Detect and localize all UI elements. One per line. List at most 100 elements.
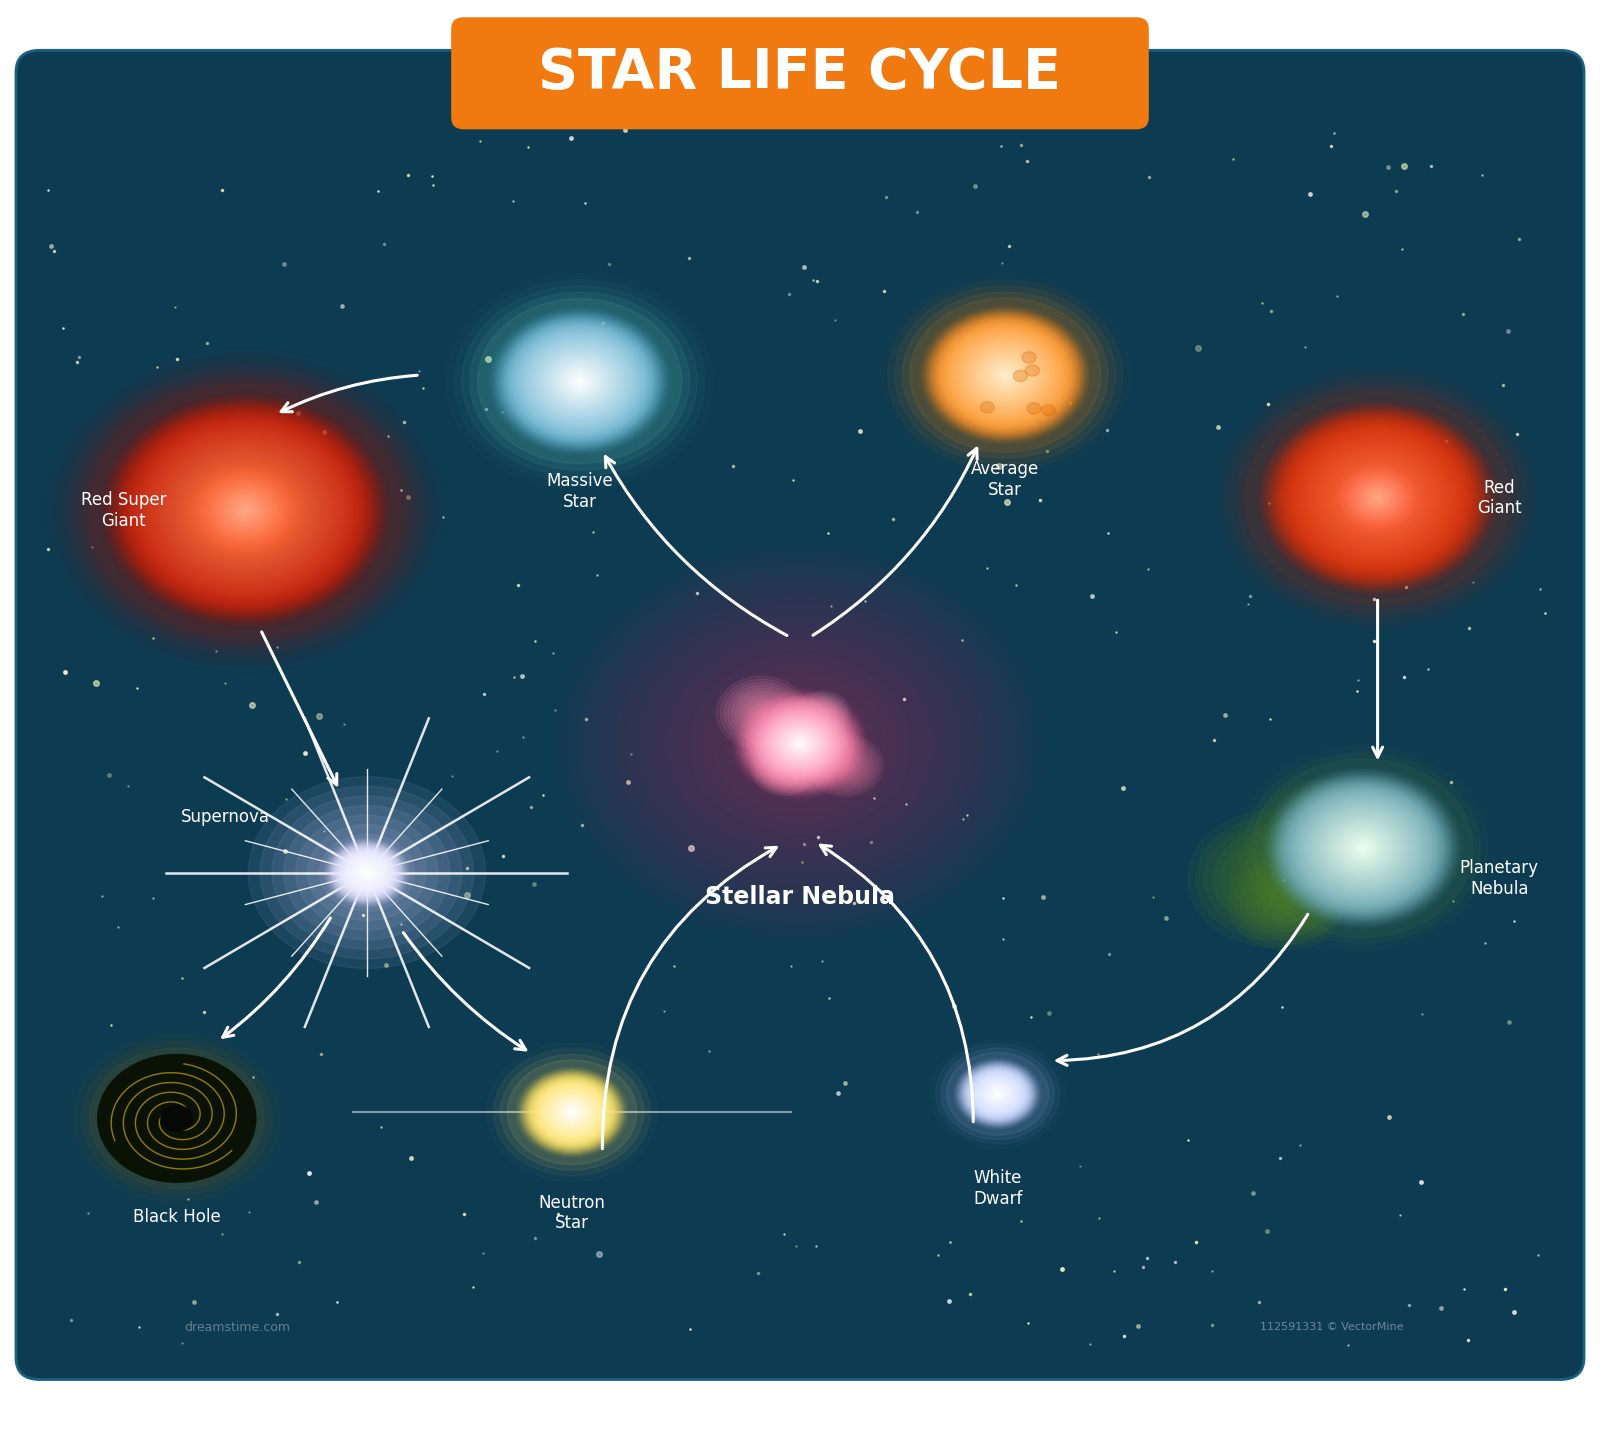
Circle shape: [202, 476, 288, 545]
Circle shape: [192, 467, 299, 553]
Circle shape: [1357, 481, 1398, 514]
Circle shape: [821, 711, 826, 714]
Circle shape: [974, 1075, 1021, 1112]
Circle shape: [965, 342, 1046, 408]
Circle shape: [1350, 839, 1374, 858]
Circle shape: [206, 479, 285, 542]
Circle shape: [762, 713, 838, 775]
Circle shape: [538, 1085, 606, 1140]
Circle shape: [221, 490, 269, 530]
Circle shape: [542, 351, 618, 411]
Circle shape: [941, 323, 1070, 427]
Circle shape: [957, 1061, 1038, 1127]
Circle shape: [818, 743, 874, 789]
Circle shape: [1278, 780, 1446, 917]
Circle shape: [752, 741, 818, 795]
Circle shape: [1346, 835, 1379, 862]
Circle shape: [1346, 473, 1410, 523]
Circle shape: [333, 845, 402, 901]
Circle shape: [1317, 450, 1438, 546]
Circle shape: [1229, 856, 1344, 950]
Circle shape: [779, 727, 821, 760]
Circle shape: [558, 364, 602, 399]
Text: Average
Star: Average Star: [971, 460, 1040, 499]
Circle shape: [982, 1082, 1013, 1106]
Circle shape: [205, 477, 286, 543]
Circle shape: [963, 1066, 1032, 1122]
Circle shape: [1307, 805, 1418, 892]
Circle shape: [770, 718, 830, 769]
Circle shape: [1350, 476, 1405, 520]
Circle shape: [970, 1072, 1026, 1117]
Circle shape: [114, 404, 378, 616]
Circle shape: [1363, 486, 1392, 510]
Circle shape: [1328, 457, 1427, 539]
Circle shape: [774, 723, 826, 764]
Circle shape: [1280, 420, 1475, 576]
Circle shape: [923, 309, 1088, 441]
Circle shape: [1280, 898, 1293, 908]
Circle shape: [755, 707, 770, 718]
Circle shape: [1296, 795, 1429, 901]
Circle shape: [795, 717, 805, 726]
Circle shape: [1334, 463, 1421, 533]
Circle shape: [1358, 483, 1397, 513]
Circle shape: [576, 379, 582, 384]
Circle shape: [763, 750, 806, 786]
Circle shape: [1331, 461, 1424, 535]
Circle shape: [496, 313, 662, 448]
Circle shape: [494, 313, 664, 450]
Circle shape: [1309, 443, 1446, 553]
Circle shape: [990, 1088, 1005, 1099]
Circle shape: [966, 1069, 1027, 1118]
Circle shape: [562, 1104, 582, 1121]
Circle shape: [1352, 477, 1403, 519]
Circle shape: [811, 737, 880, 793]
Circle shape: [544, 1091, 600, 1134]
Circle shape: [320, 835, 414, 911]
Circle shape: [1245, 391, 1510, 605]
Circle shape: [234, 502, 256, 519]
Circle shape: [82, 1042, 272, 1196]
Circle shape: [533, 343, 627, 420]
Circle shape: [1229, 376, 1526, 619]
Circle shape: [334, 846, 400, 900]
Circle shape: [182, 458, 309, 562]
Circle shape: [130, 417, 360, 604]
Circle shape: [1334, 463, 1421, 533]
Circle shape: [741, 696, 859, 792]
Circle shape: [525, 336, 635, 425]
Circle shape: [1262, 786, 1371, 874]
Circle shape: [1349, 474, 1406, 522]
Circle shape: [110, 402, 379, 618]
Circle shape: [1325, 818, 1400, 878]
Circle shape: [1205, 825, 1338, 933]
Circle shape: [510, 325, 648, 437]
Circle shape: [816, 707, 830, 718]
Circle shape: [536, 346, 624, 417]
Circle shape: [136, 421, 355, 599]
Circle shape: [782, 766, 787, 770]
Circle shape: [194, 468, 296, 552]
Circle shape: [184, 460, 307, 560]
Circle shape: [734, 690, 866, 798]
Circle shape: [173, 451, 318, 569]
Circle shape: [355, 864, 378, 881]
Circle shape: [550, 1095, 594, 1129]
Circle shape: [1286, 424, 1469, 572]
Circle shape: [974, 351, 1037, 399]
Circle shape: [243, 509, 246, 512]
Circle shape: [222, 491, 267, 529]
Circle shape: [731, 688, 792, 737]
Circle shape: [790, 713, 810, 730]
Circle shape: [1240, 867, 1333, 941]
Circle shape: [542, 1089, 602, 1135]
Circle shape: [894, 286, 1115, 464]
Circle shape: [211, 483, 278, 537]
Circle shape: [539, 348, 621, 414]
Circle shape: [566, 1108, 578, 1117]
Circle shape: [200, 474, 290, 546]
Circle shape: [1314, 445, 1442, 550]
Circle shape: [549, 1094, 595, 1131]
Circle shape: [981, 1081, 1014, 1108]
